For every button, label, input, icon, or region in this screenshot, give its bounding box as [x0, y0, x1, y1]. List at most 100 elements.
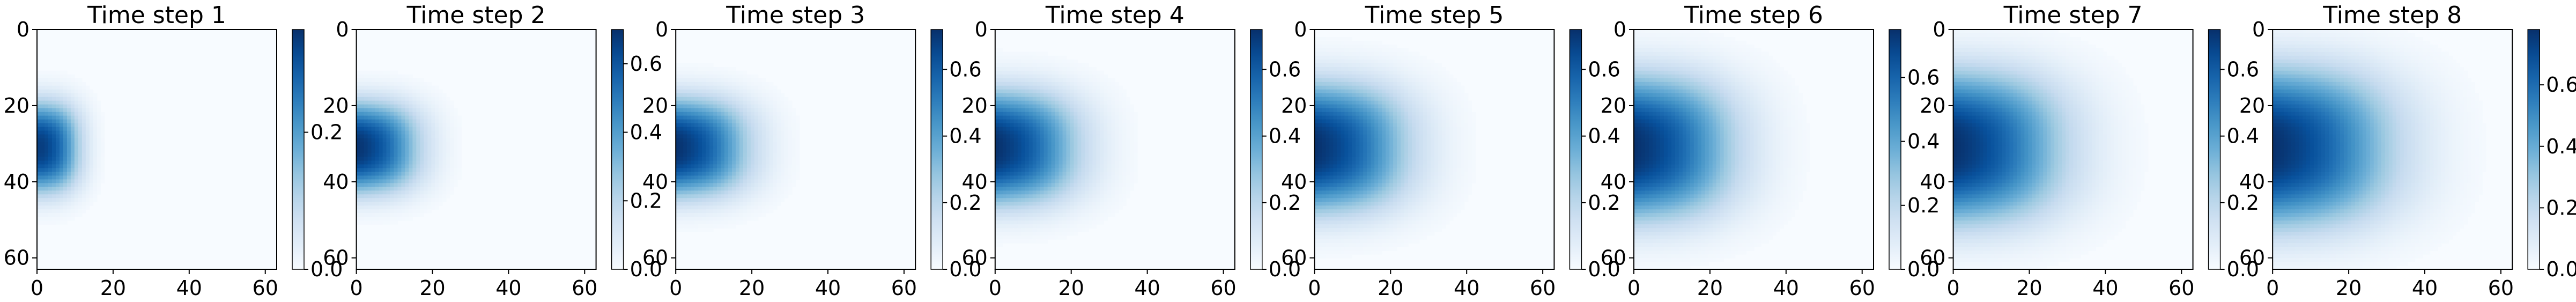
- heatmap-cell: [371, 119, 376, 124]
- heatmap-cell: [1359, 55, 1364, 60]
- heatmap-cell: [683, 145, 687, 150]
- heatmap-cell: [435, 198, 439, 202]
- heatmap-cell: [698, 134, 702, 139]
- heatmap-cell: [1100, 104, 1104, 109]
- heatmap-cell: [754, 168, 759, 172]
- heatmap-cell: [1036, 78, 1041, 83]
- heatmap-cell: [1051, 123, 1056, 128]
- heatmap-cell: [93, 138, 98, 143]
- heatmap-cell: [1100, 93, 1104, 98]
- heatmap-cell: [1100, 202, 1104, 206]
- heatmap-cell: [773, 127, 778, 131]
- heatmap-cell: [66, 198, 71, 202]
- heatmap-cell: [1096, 175, 1100, 180]
- heatmap-cell: [1111, 153, 1115, 158]
- heatmap-cell: [412, 93, 417, 98]
- heatmap-cell: [382, 97, 387, 101]
- heatmap-cell: [454, 112, 458, 116]
- heatmap-cell: [676, 70, 680, 75]
- heatmap-cell: [721, 205, 725, 210]
- heatmap-cell: [1066, 198, 1071, 202]
- heatmap-cell: [1010, 239, 1015, 244]
- heatmap-cell: [63, 179, 68, 183]
- heatmap-cell: [409, 153, 413, 158]
- heatmap-cell: [739, 78, 744, 83]
- heatmap-cell: [1043, 59, 1048, 64]
- heatmap-cell: [721, 145, 725, 150]
- heatmap-cell: [731, 160, 736, 165]
- heatmap-cell: [713, 104, 717, 109]
- heatmap-cell: [754, 119, 759, 124]
- heatmap-cell: [416, 194, 420, 198]
- heatmap-cell: [390, 149, 395, 154]
- heatmap-cell: [1393, 59, 1397, 64]
- heatmap-cell: [1047, 67, 1052, 71]
- heatmap-cell: [1017, 160, 1022, 165]
- heatmap-cell: [1122, 153, 1127, 158]
- heatmap-cell: [1028, 59, 1033, 64]
- heatmap-cell: [420, 157, 424, 161]
- heatmap-cell: [995, 89, 1000, 94]
- heatmap-cell: [731, 224, 736, 229]
- heatmap-cell: [1134, 172, 1138, 176]
- heatmap-cell: [397, 123, 402, 128]
- heatmap-cell: [709, 228, 714, 232]
- heatmap-cell: [1326, 55, 1330, 60]
- y-tick-label: 0: [975, 18, 988, 41]
- heatmap-cell: [1062, 89, 1067, 94]
- heatmap-cell: [63, 70, 68, 75]
- heatmap-cell: [1058, 187, 1063, 191]
- heatmap-cell: [442, 149, 447, 154]
- heatmap-cell: [375, 100, 380, 105]
- heatmap-cell: [74, 108, 79, 113]
- heatmap-cell: [431, 104, 435, 109]
- heatmap-cell: [1122, 157, 1127, 161]
- heatmap-cell: [1028, 153, 1033, 158]
- heatmap-cell: [1119, 168, 1123, 172]
- heatmap-cell: [93, 112, 98, 116]
- heatmap-cell: [55, 145, 60, 150]
- heatmap-cell: [1025, 51, 1030, 56]
- heatmap-cell: [1066, 179, 1071, 183]
- heatmap-cell: [728, 175, 732, 180]
- heatmap-cell: [702, 112, 706, 116]
- heatmap-cell: [1058, 130, 1063, 135]
- heatmap-cell: [442, 108, 447, 113]
- heatmap-cell: [420, 130, 424, 135]
- heatmap-cell: [1107, 123, 1112, 128]
- heatmap-cell: [74, 190, 79, 195]
- heatmap-cell: [97, 164, 101, 169]
- heatmap-cell: [995, 74, 1000, 79]
- heatmap-cell: [702, 63, 706, 68]
- heatmap-cell: [1040, 145, 1045, 150]
- heatmap-cell: [439, 190, 443, 195]
- heatmap-cell: [1111, 89, 1115, 94]
- heatmap-cell: [1122, 190, 1127, 195]
- heatmap-cell: [706, 157, 710, 161]
- heatmap-cell: [457, 127, 462, 131]
- heatmap-cell: [746, 138, 751, 143]
- heatmap-cell: [1040, 149, 1045, 154]
- heatmap-cell: [1115, 145, 1119, 150]
- heatmap-cell: [40, 127, 45, 131]
- heatmap-cell: [63, 134, 68, 139]
- heatmap-cell: [85, 123, 90, 128]
- heatmap-cell: [1032, 78, 1037, 83]
- heatmap-cell: [78, 160, 83, 165]
- heatmap-cell: [998, 55, 1003, 60]
- heatmap-cell: [784, 112, 789, 116]
- heatmap-cell: [1051, 82, 1056, 86]
- heatmap-cell: [401, 149, 405, 154]
- heatmap-cell: [97, 119, 101, 124]
- heatmap-cell: [1002, 168, 1007, 172]
- heatmap-cell: [51, 130, 56, 135]
- heatmap-cell: [717, 175, 721, 180]
- heatmap-cell: [1017, 202, 1022, 206]
- heatmap-cell: [367, 153, 372, 158]
- heatmap-cell: [100, 123, 105, 128]
- heatmap-cell: [769, 85, 774, 90]
- heatmap-cell: [1028, 115, 1033, 120]
- heatmap-cell: [394, 89, 398, 94]
- heatmap-cell: [360, 142, 365, 146]
- heatmap-cell: [1006, 123, 1011, 128]
